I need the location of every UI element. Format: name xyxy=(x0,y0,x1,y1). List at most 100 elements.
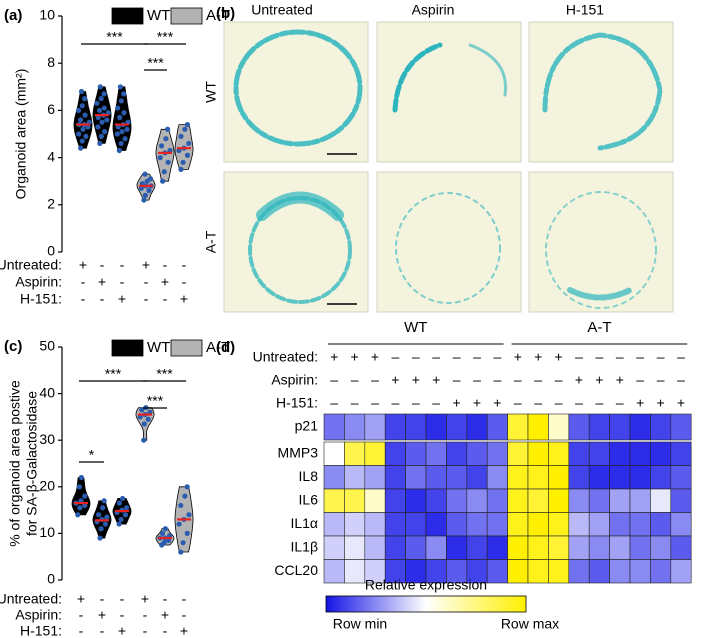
data-point xyxy=(176,521,182,527)
y-tick-label: 50 xyxy=(39,338,55,354)
data-point xyxy=(119,129,125,135)
heatmap-cell xyxy=(527,413,549,441)
heatmap-cell xyxy=(670,535,692,560)
condition-mark: – xyxy=(657,372,665,388)
condition-mark: – xyxy=(330,395,338,411)
data-point xyxy=(122,136,128,142)
micrograph xyxy=(528,171,674,313)
colorbar-max-label: Row max xyxy=(501,616,559,632)
condition-mark: – xyxy=(596,395,604,411)
data-point xyxy=(184,530,190,537)
condition-mark: – xyxy=(534,395,542,411)
data-point xyxy=(184,121,191,128)
heatmap-cell xyxy=(568,488,590,513)
data-point xyxy=(184,484,190,490)
y-tick-label: 8 xyxy=(47,54,55,70)
y-axis-label: % of organoid area postive xyxy=(7,380,23,547)
condition-mark: + xyxy=(432,372,440,388)
condition-mark: - xyxy=(143,607,148,623)
heatmap-cell xyxy=(588,559,610,584)
y-axis-label: for SA-β-Galactosidase xyxy=(24,391,40,536)
row-label: IL6 xyxy=(299,491,319,507)
condition-mark: + xyxy=(636,395,644,411)
data-point xyxy=(119,495,126,502)
micrograph xyxy=(223,21,369,163)
condition-mark: + xyxy=(616,372,624,388)
data-point xyxy=(104,514,110,520)
data-point xyxy=(100,505,106,511)
data-point xyxy=(98,96,104,102)
condition-mark: + xyxy=(677,395,685,411)
data-point xyxy=(186,140,192,147)
heatmap-cell xyxy=(425,488,447,513)
condition-mark: – xyxy=(534,372,542,388)
heatmap-cell xyxy=(344,535,366,560)
heatmap-cell xyxy=(323,413,345,441)
condition-mark: – xyxy=(432,349,440,365)
heatmap-cell xyxy=(466,535,488,560)
data-point xyxy=(161,540,167,546)
significance-label: *** xyxy=(105,366,122,382)
heatmap-cell xyxy=(629,441,651,466)
condition-mark: – xyxy=(453,349,461,365)
legend-label: WT xyxy=(147,7,170,24)
data-point xyxy=(77,505,83,511)
heatmap-cell xyxy=(446,413,468,441)
heatmap-cell xyxy=(466,441,488,466)
heatmap-cell xyxy=(323,535,345,560)
data-point xyxy=(98,526,104,532)
heatmap-cell xyxy=(548,512,570,537)
micrograph xyxy=(376,171,522,313)
column-label: Aspirin xyxy=(412,2,455,18)
data-point xyxy=(101,91,107,97)
condition-mark: + xyxy=(473,395,481,411)
data-point xyxy=(79,103,85,109)
data-point xyxy=(102,521,109,527)
heatmap-cell xyxy=(344,559,366,584)
heatmap-cell xyxy=(364,413,386,441)
condition-mark: – xyxy=(371,395,379,411)
heatmap-cell xyxy=(629,413,651,441)
heatmap-cell xyxy=(364,488,386,513)
condition-mark: + xyxy=(534,349,542,365)
condition-mark: + xyxy=(180,291,188,307)
condition-mark: - xyxy=(79,607,84,623)
heatmap-cell xyxy=(507,559,529,584)
heatmap-cell xyxy=(650,441,672,466)
data-point xyxy=(124,505,130,511)
condition-mark: – xyxy=(575,349,583,365)
significance-label: *** xyxy=(147,55,164,71)
data-point xyxy=(116,500,122,506)
heatmap-cell xyxy=(588,488,610,513)
data-point xyxy=(118,140,124,147)
data-point xyxy=(145,416,151,422)
condition-mark: + xyxy=(161,607,169,623)
data-point xyxy=(104,117,110,123)
condition-mark: – xyxy=(636,372,644,388)
condition-mark: – xyxy=(636,349,644,365)
data-point xyxy=(147,176,154,182)
condition-mark: - xyxy=(100,623,105,638)
data-point xyxy=(142,171,148,177)
data-point xyxy=(160,178,166,184)
data-point xyxy=(146,188,152,194)
condition-mark: – xyxy=(351,395,359,411)
data-point xyxy=(178,502,184,509)
heatmap-cell xyxy=(548,465,570,490)
heatmap-cell xyxy=(405,512,427,537)
condition-mark: + xyxy=(118,623,126,638)
heatmap-cell xyxy=(425,413,447,441)
y-tick-label: 20 xyxy=(39,478,55,494)
data-point xyxy=(118,98,124,104)
data-point xyxy=(182,493,188,499)
heatmap-cell xyxy=(384,488,406,513)
data-point xyxy=(124,126,130,132)
heatmap-cell xyxy=(548,413,570,441)
data-point xyxy=(95,124,101,130)
colorbar xyxy=(325,595,527,613)
data-point xyxy=(180,540,186,546)
heatmap-cell xyxy=(344,441,366,466)
data-point xyxy=(157,155,163,161)
data-point xyxy=(76,131,82,137)
condition-label: Aspirin: xyxy=(271,372,318,388)
